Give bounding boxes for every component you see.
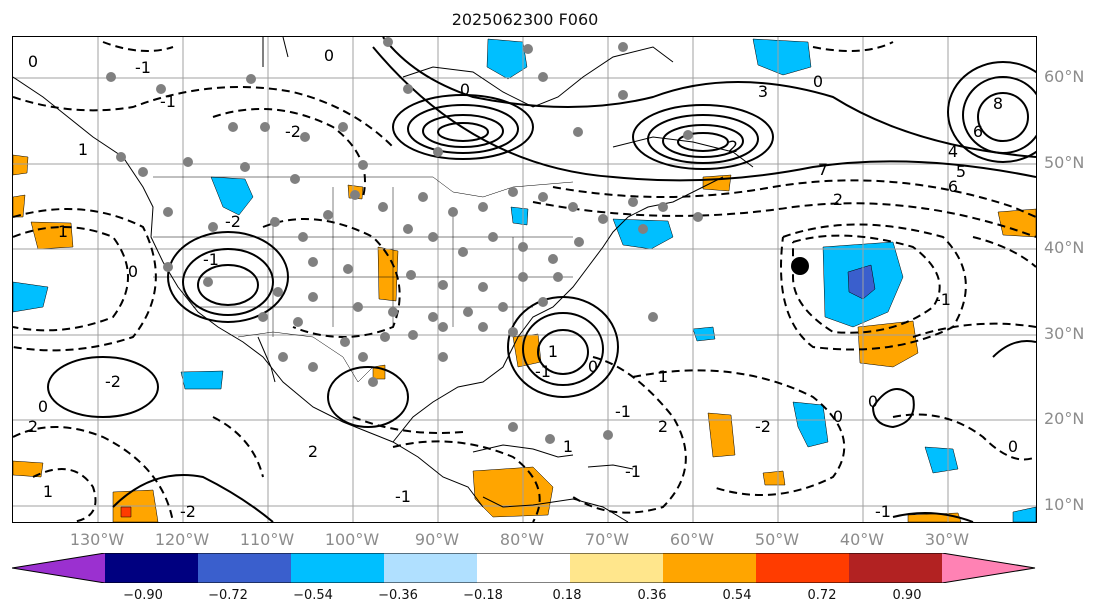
colorbar-segment [291, 553, 384, 583]
contour-value-label: 8 [993, 94, 1003, 113]
lat-label-40n: 40°N [1044, 238, 1085, 257]
contour-value-label: 0 [1008, 437, 1018, 456]
contour-value-label: 0 [588, 357, 598, 376]
contour-value-label: -1 [535, 362, 551, 381]
lon-label-130w: 130°W [69, 530, 125, 549]
contour-value-label: 2 [308, 442, 318, 461]
lon-label-30w: 30°W [924, 530, 970, 549]
contour-value-label: 0 [28, 52, 38, 71]
contour-value-label: 7 [818, 160, 828, 179]
contour-value-label: 2 [728, 137, 738, 156]
contour-value-label: 0 [324, 46, 334, 65]
contour-value-label: -1 [135, 58, 151, 77]
colorbar-segment [570, 553, 663, 583]
colorbar-tick-label: 0.90 [892, 588, 922, 603]
lon-label-40w: 40°W [839, 530, 885, 549]
contour-value-label: -2 [180, 502, 196, 521]
contour-value-label: -1 [203, 250, 219, 269]
lat-label-20n: 20°N [1044, 409, 1085, 428]
colorbar-tick-label: −0.90 [123, 588, 163, 603]
contour-value-label: 1 [563, 437, 573, 456]
colorbar-tick-label: −0.72 [208, 588, 248, 603]
contour-value-label: 1 [548, 342, 558, 361]
contour-value-label: 0 [813, 72, 823, 91]
contour-value-label: 4 [948, 142, 958, 161]
lon-label-60w: 60°W [669, 530, 715, 549]
contour-value-label: -1 [625, 462, 641, 481]
lon-label-120w: 120°W [154, 530, 210, 549]
lon-label-50w: 50°W [754, 530, 800, 549]
contour-value-label: 0 [128, 262, 138, 281]
contour-value-label: 2 [658, 417, 668, 436]
colorbar-segment [942, 553, 1035, 583]
lon-label-80w: 80°W [499, 530, 545, 549]
contour-value-label: 3 [758, 82, 768, 101]
contour-value-label: 1 [658, 367, 668, 386]
map-canvas: 0-101-2-10-13208645672-110-21-102-2-101-… [13, 37, 1036, 522]
colorbar-segment [105, 553, 198, 583]
lon-label-90w: 90°W [414, 530, 460, 549]
colorbar-tick-label: −0.54 [293, 588, 333, 603]
dashed-contours [13, 41, 1036, 522]
colorbar-segment [849, 553, 942, 583]
contour-value-label: 6 [973, 122, 983, 141]
contour-value-label: 2 [833, 190, 843, 209]
lat-label-10n: 10°N [1044, 495, 1085, 514]
lon-label-70w: 70°W [584, 530, 630, 549]
political-borders [153, 176, 574, 383]
colorbar-segment [12, 553, 105, 583]
contour-value-label: -2 [285, 122, 301, 141]
contour-value-label: 2 [28, 417, 38, 436]
contour-value-label: 0 [868, 392, 878, 411]
contour-value-label: 6 [948, 177, 958, 196]
lat-label-50n: 50°N [1044, 153, 1085, 172]
colorbar-outline [12, 553, 1036, 583]
storm-center-marker [791, 257, 809, 275]
contour-value-label: 0 [460, 80, 470, 99]
observation-stations [106, 37, 703, 444]
colorbar-segment [477, 553, 570, 583]
contour-value-label: -1 [935, 290, 951, 309]
contour-value-label: 1 [58, 222, 68, 241]
contour-value-label: -1 [875, 502, 891, 521]
colorbar-tick-label: 0.36 [637, 588, 667, 603]
contour-value-label: -1 [615, 402, 631, 421]
colorbar-segment [384, 553, 477, 583]
colorbar-tick-label: 0.18 [552, 588, 582, 603]
contour-value-label: -2 [755, 417, 771, 436]
contour-value-label: 1 [43, 482, 53, 501]
map-plot-area: 0 -1 0 1 -2 -1 0 -1 3 2 0 8 6 4 5 6 7 2 -1 1 0 -2 1 -1 0 2 -2 -1 0 1-… [12, 36, 1037, 523]
contour-labels: 0-101-2-10-13208645672-110-21-102-2-101-… [28, 46, 1018, 521]
lat-label-30n: 30°N [1044, 324, 1085, 343]
contour-value-label: 0 [38, 397, 48, 416]
contour-value-label: 1 [78, 140, 88, 159]
lat-label-60n: 60°N [1044, 67, 1085, 86]
colorbar-segment [198, 553, 291, 583]
contour-value-label: 0 [833, 407, 843, 426]
solid-contours [47, 37, 1036, 522]
lon-label-110w: 110°W [239, 530, 295, 549]
colorbar-tick-label: 0.54 [722, 588, 752, 603]
colorbar-segment [756, 553, 849, 583]
colorbar-tick-label: −0.18 [463, 588, 503, 603]
colorbar [12, 553, 1036, 583]
colorbar-tick-label: −0.36 [378, 588, 418, 603]
lon-label-100w: 100°W [324, 530, 380, 549]
contour-value-label: -2 [105, 372, 121, 391]
colorbar-tick-label: 0.72 [807, 588, 837, 603]
contour-value-label: -1 [160, 92, 176, 111]
contour-value-label: 5 [956, 162, 966, 181]
contour-value-label: -1 [395, 487, 411, 506]
colorbar-segment [663, 553, 756, 583]
contour-value-label: -2 [225, 212, 241, 231]
map-title: 2025062300 F060 [451, 10, 599, 29]
